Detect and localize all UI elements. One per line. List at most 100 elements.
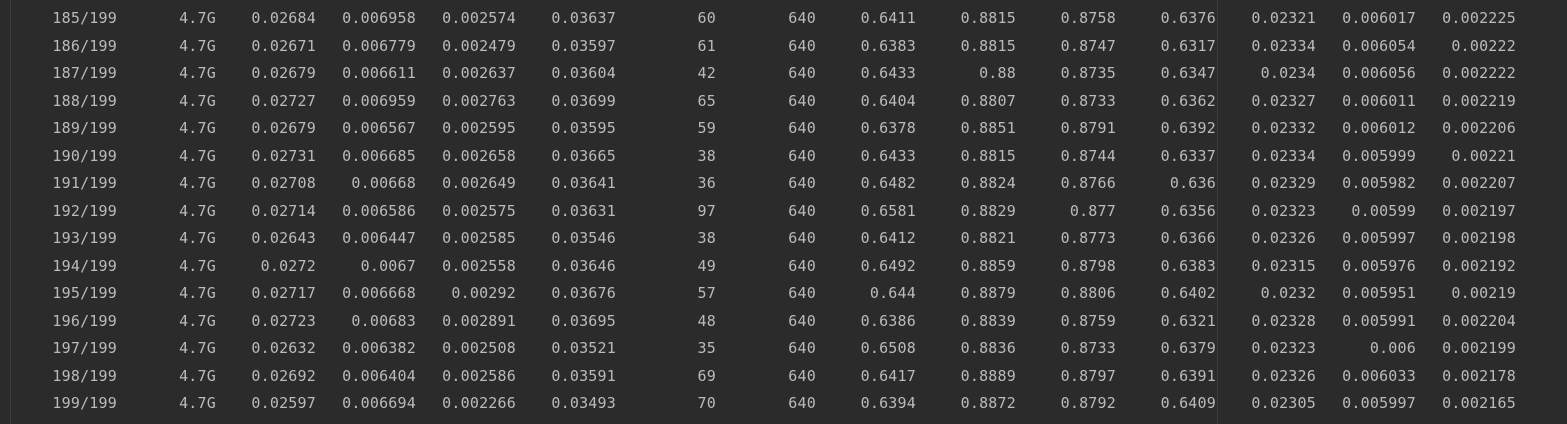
log-cell-img-size: 640 <box>788 36 816 55</box>
log-cell-val-box-loss: 0.02329 <box>1251 174 1316 192</box>
log-cell-val-cls-loss: 0.002219 <box>1442 91 1516 110</box>
log-cell-gpu-mem: 4.7G <box>179 36 216 55</box>
log-cell-map50: 0.8733 <box>1060 339 1116 357</box>
log-cell-map50: 0.8797 <box>1060 366 1116 385</box>
log-cell-epoch: 187/199 <box>52 64 117 82</box>
log-cell-map50: 0.8747 <box>1060 36 1116 55</box>
log-cell-val-box-loss: 0.02334 <box>1251 146 1316 165</box>
log-cell-map50-95: 0.6383 <box>1160 256 1216 275</box>
log-cell-map50: 0.8758 <box>1060 9 1116 27</box>
log-cell-val-obj-loss: 0.005982 <box>1342 174 1416 192</box>
log-cell-precision: 0.6433 <box>860 146 916 165</box>
log-line: 195/199 4.7G 0.02717 0.006668 0.00292 0.03676… <box>0 280 1567 307</box>
log-cell-img-size: 640 <box>788 174 816 192</box>
log-cell-val-cls-loss: 0.002207 <box>1442 174 1516 192</box>
log-cell-img-size: 640 <box>788 229 816 247</box>
log-cell-box-loss: 0.02597 <box>251 394 316 412</box>
log-cell-precision: 0.6433 <box>860 64 916 82</box>
log-cell-box-loss: 0.02714 <box>251 201 316 220</box>
log-cell-recall: 0.88 <box>979 64 1016 82</box>
log-cell-gpu-mem: 4.7G <box>179 284 216 302</box>
log-cell-val-cls-loss: 0.00222 <box>1451 36 1516 55</box>
log-cell-box-loss: 0.02684 <box>251 9 316 27</box>
log-cell-box-loss: 0.02692 <box>251 366 316 385</box>
log-cell-map50-95: 0.6391 <box>1160 366 1216 385</box>
log-cell-recall: 0.8851 <box>960 119 1016 137</box>
log-cell-box-loss: 0.02727 <box>251 91 316 110</box>
log-cell-img-size: 640 <box>788 9 816 27</box>
log-cell-total-loss: 0.03521 <box>551 339 616 357</box>
log-cell-total-loss: 0.03665 <box>551 146 616 165</box>
log-line: 198/199 4.7G 0.02692 0.006404 0.002586 0.0359… <box>0 363 1567 390</box>
log-cell-obj-loss: 0.006668 <box>342 284 416 302</box>
log-cell-val-box-loss: 0.02305 <box>1251 394 1316 412</box>
log-cell-gpu-mem: 4.7G <box>179 9 216 27</box>
log-line: 196/199 4.7G 0.02723 0.00683 0.002891 0.03695… <box>0 308 1567 335</box>
log-cell-obj-loss: 0.00683 <box>351 311 416 330</box>
log-cell-map50: 0.8744 <box>1060 146 1116 165</box>
log-cell-cls-loss: 0.002575 <box>442 201 516 220</box>
log-cell-obj-loss: 0.006586 <box>342 201 416 220</box>
log-cell-obj-loss: 0.006685 <box>342 146 416 165</box>
log-cell-total-loss: 0.03631 <box>551 201 616 220</box>
log-cell-val-box-loss: 0.0234 <box>1260 64 1316 82</box>
log-cell-box-loss: 0.02679 <box>251 119 316 137</box>
log-cell-labels: 38 <box>697 229 716 247</box>
log-cell-gpu-mem: 4.7G <box>179 366 216 385</box>
log-cell-box-loss: 0.02632 <box>251 339 316 357</box>
log-cell-total-loss: 0.03493 <box>551 394 616 412</box>
log-cell-box-loss: 0.02679 <box>251 64 316 82</box>
log-cell-cls-loss: 0.002637 <box>442 64 516 82</box>
log-cell-precision: 0.6411 <box>860 9 916 27</box>
log-cell-labels: 57 <box>697 284 716 302</box>
log-cell-map50-95: 0.6392 <box>1160 119 1216 137</box>
log-cell-precision: 0.6482 <box>860 174 916 192</box>
log-cell-img-size: 640 <box>788 91 816 110</box>
log-cell-val-cls-loss: 0.002222 <box>1442 64 1516 82</box>
log-cell-val-obj-loss: 0.006017 <box>1342 9 1416 27</box>
log-cell-val-cls-loss: 0.00221 <box>1451 146 1516 165</box>
log-line: 197/199 4.7G 0.02632 0.006382 0.002508 0.0352… <box>0 335 1567 362</box>
log-cell-cls-loss: 0.002763 <box>442 91 516 110</box>
log-cell-obj-loss: 0.006382 <box>342 339 416 357</box>
log-cell-img-size: 640 <box>788 201 816 220</box>
log-cell-img-size: 640 <box>788 119 816 137</box>
log-cell-recall: 0.8829 <box>960 201 1016 220</box>
log-cell-total-loss: 0.03591 <box>551 366 616 385</box>
gutter-divider <box>10 0 11 424</box>
log-cell-precision: 0.6386 <box>860 311 916 330</box>
log-cell-gpu-mem: 4.7G <box>179 339 216 357</box>
log-cell-precision: 0.6581 <box>860 201 916 220</box>
log-cell-obj-loss: 0.006958 <box>342 9 416 27</box>
log-cell-img-size: 640 <box>788 311 816 330</box>
log-cell-total-loss: 0.03637 <box>551 9 616 27</box>
log-cell-map50: 0.8766 <box>1060 174 1116 192</box>
log-cell-gpu-mem: 4.7G <box>179 394 216 412</box>
log-cell-recall: 0.8807 <box>960 91 1016 110</box>
log-cell-img-size: 640 <box>788 146 816 165</box>
log-cell-epoch: 188/199 <box>52 91 117 110</box>
log-cell-labels: 38 <box>697 146 716 165</box>
log-cell-gpu-mem: 4.7G <box>179 311 216 330</box>
log-cell-map50-95: 0.636 <box>1169 174 1216 192</box>
log-cell-img-size: 640 <box>788 256 816 275</box>
log-cell-val-box-loss: 0.02326 <box>1251 366 1316 385</box>
log-cell-map50: 0.8806 <box>1060 284 1116 302</box>
log-cell-cls-loss: 0.002508 <box>442 339 516 357</box>
log-cell-labels: 48 <box>697 311 716 330</box>
log-cell-val-cls-loss: 0.002199 <box>1442 339 1516 357</box>
log-cell-val-obj-loss: 0.006033 <box>1342 366 1416 385</box>
log-cell-val-box-loss: 0.02326 <box>1251 229 1316 247</box>
log-cell-cls-loss: 0.002266 <box>442 394 516 412</box>
log-line: 188/199 4.7G 0.02727 0.006959 0.002763 0.0369… <box>0 88 1567 115</box>
log-cell-obj-loss: 0.006694 <box>342 394 416 412</box>
log-cell-map50-95: 0.6409 <box>1160 394 1216 412</box>
log-cell-gpu-mem: 4.7G <box>179 229 216 247</box>
log-cell-total-loss: 0.03699 <box>551 91 616 110</box>
log-cell-val-box-loss: 0.02327 <box>1251 91 1316 110</box>
log-cell-box-loss: 0.02723 <box>251 311 316 330</box>
log-cell-total-loss: 0.03646 <box>551 256 616 275</box>
log-cell-val-cls-loss: 0.002204 <box>1442 311 1516 330</box>
log-cell-labels: 49 <box>697 256 716 275</box>
